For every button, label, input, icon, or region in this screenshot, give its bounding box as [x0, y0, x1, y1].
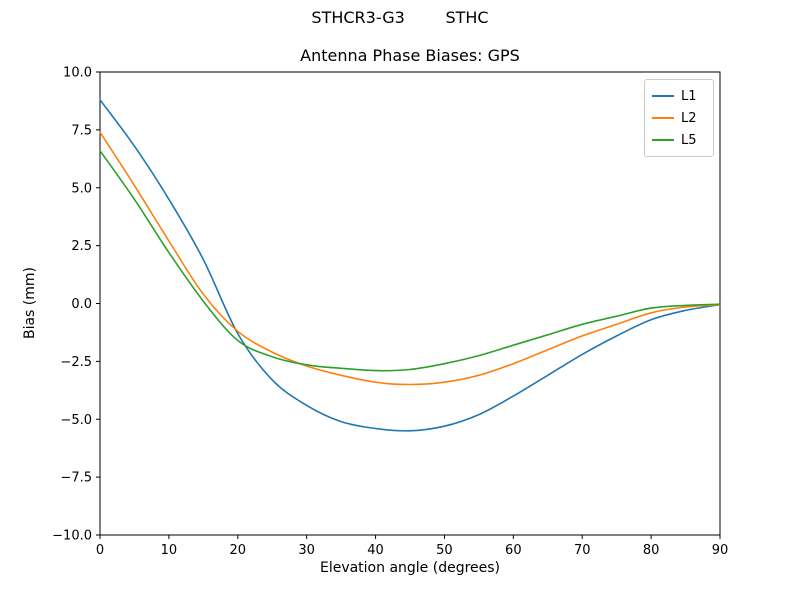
svg-text:0: 0	[96, 543, 104, 558]
legend: L1 L2 L5	[644, 79, 714, 157]
svg-text:60: 60	[505, 543, 522, 558]
svg-text:90: 90	[712, 543, 729, 558]
legend-label-l5: L5	[681, 132, 697, 148]
svg-text:−2.5: −2.5	[60, 355, 92, 370]
svg-text:7.5: 7.5	[71, 123, 92, 138]
x-axis-label: Elevation angle (degrees)	[319, 560, 501, 576]
svg-text:70: 70	[574, 543, 591, 558]
svg-text:−10.0: −10.0	[52, 529, 92, 544]
legend-item-l2: L2	[652, 107, 705, 129]
svg-text:5.0: 5.0	[71, 181, 92, 196]
legend-line-sample-l2	[652, 117, 674, 119]
legend-label-l1: L1	[681, 88, 697, 104]
svg-text:2.5: 2.5	[71, 239, 92, 254]
svg-text:10: 10	[161, 543, 178, 558]
svg-text:30: 30	[298, 543, 315, 558]
legend-line-sample-l5	[652, 139, 674, 141]
legend-label-l2: L2	[681, 110, 697, 126]
y-axis-label: Bias (mm)	[22, 266, 38, 340]
svg-text:20: 20	[230, 543, 247, 558]
legend-item-l5: L5	[652, 129, 705, 151]
legend-line-sample-l1	[652, 95, 674, 97]
figure-suptitle: STHCR3-G3 STHC	[311, 8, 489, 27]
svg-text:80: 80	[643, 543, 660, 558]
svg-text:10.0: 10.0	[63, 66, 92, 81]
svg-text:−5.0: −5.0	[60, 413, 92, 428]
chart-title: Antenna Phase Biases: GPS	[300, 46, 520, 65]
svg-text:50: 50	[436, 543, 453, 558]
svg-text:−7.5: −7.5	[60, 471, 92, 486]
svg-text:40: 40	[367, 543, 384, 558]
svg-text:0.0: 0.0	[71, 297, 92, 312]
legend-item-l1: L1	[652, 85, 705, 107]
